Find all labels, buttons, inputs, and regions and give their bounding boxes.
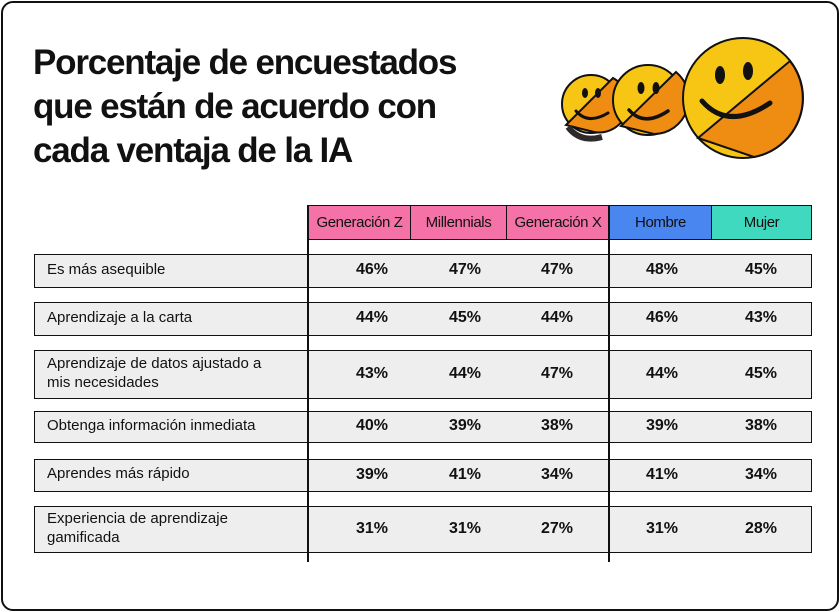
row-label-line: Aprendes más rápido xyxy=(47,465,190,482)
smiley-face-icon xyxy=(612,64,690,136)
row-label: Obtenga información inmediata xyxy=(47,416,255,435)
row-label-line: Aprendizaje a la carta xyxy=(47,308,193,326)
table-cell-value: 41% xyxy=(645,465,679,483)
table-cell-value: 31% xyxy=(355,519,389,537)
table-cell-value: 39% xyxy=(448,417,482,434)
table-cell-value: 46% xyxy=(645,309,679,326)
table-cell-value: 48% xyxy=(645,261,679,278)
row-label-line: gamificada xyxy=(47,528,120,546)
table-cell-value: 27% xyxy=(540,519,574,537)
table-row xyxy=(34,302,812,336)
title-line: cada ventaja de la IA xyxy=(33,131,353,170)
table-cell-value: 44% xyxy=(540,309,574,326)
column-header: Hombre xyxy=(609,205,712,240)
smiley-face-icon xyxy=(561,74,630,142)
title-line: que están de acuerdo con xyxy=(33,87,437,126)
table-cell-value: 31% xyxy=(448,519,482,537)
column-header: Millennials xyxy=(410,205,507,240)
table-row xyxy=(34,350,812,399)
table-cell-value: 45% xyxy=(744,364,778,382)
table-cell-value: 39% xyxy=(645,417,679,434)
row-label: Es más asequible xyxy=(47,260,165,279)
table-cell-value: 45% xyxy=(448,309,482,326)
table-cell-value: 28% xyxy=(744,519,778,537)
table-cell-value: 39% xyxy=(355,465,389,483)
table-cell-value: 44% xyxy=(355,309,389,326)
table-cell-value: 34% xyxy=(744,465,778,483)
table-cell-value: 41% xyxy=(448,465,482,483)
table-cell-value: 43% xyxy=(744,309,778,326)
table-cell-value: 40% xyxy=(355,417,389,434)
table-cell-value: 47% xyxy=(448,261,482,278)
table-cell-value: 31% xyxy=(645,519,679,537)
table-row xyxy=(34,254,812,288)
table-cell-value: 38% xyxy=(540,417,574,434)
table-cell-value: 46% xyxy=(355,261,389,278)
row-label: Aprendes más rápido xyxy=(47,464,190,483)
chart-title: Porcentaje de encuestados que están de a… xyxy=(33,41,533,173)
column-header: Generación Z xyxy=(308,205,411,240)
table-cell-value: 44% xyxy=(448,364,482,382)
smiley-faces-icon xyxy=(561,37,804,159)
column-header: Generación X xyxy=(506,205,610,240)
table-cell-value: 47% xyxy=(540,261,574,278)
row-label-line: mis necesidades xyxy=(47,373,159,391)
group-divider xyxy=(307,205,309,562)
table-cell-value: 34% xyxy=(540,465,574,483)
row-label: Experiencia de aprendizaje gamificada xyxy=(47,509,228,547)
group-divider xyxy=(608,205,610,562)
table-row xyxy=(34,459,812,492)
row-label-line: Experiencia de aprendizaje xyxy=(47,509,228,527)
table-row xyxy=(34,411,812,443)
table-cell-value: 44% xyxy=(645,364,679,382)
table-cell-value: 47% xyxy=(540,364,574,382)
row-label: Aprendizaje a la carta xyxy=(47,308,192,327)
table-row xyxy=(34,506,812,553)
row-label-line: Aprendizaje de datos ajustado a xyxy=(47,354,262,372)
table-cell-value: 38% xyxy=(744,417,778,434)
title-line: Porcentaje de encuestados xyxy=(33,43,457,82)
column-header: Mujer xyxy=(711,205,812,240)
table-cell-value: 45% xyxy=(744,261,778,278)
row-label: Aprendizaje de datos ajustado a mis neces… xyxy=(47,354,261,392)
row-label-line: Es más asequible xyxy=(47,260,166,278)
row-label-line: Obtenga información inmediata xyxy=(47,416,256,434)
smiley-face-icon xyxy=(682,37,804,159)
table-cell-value: 43% xyxy=(355,364,389,382)
